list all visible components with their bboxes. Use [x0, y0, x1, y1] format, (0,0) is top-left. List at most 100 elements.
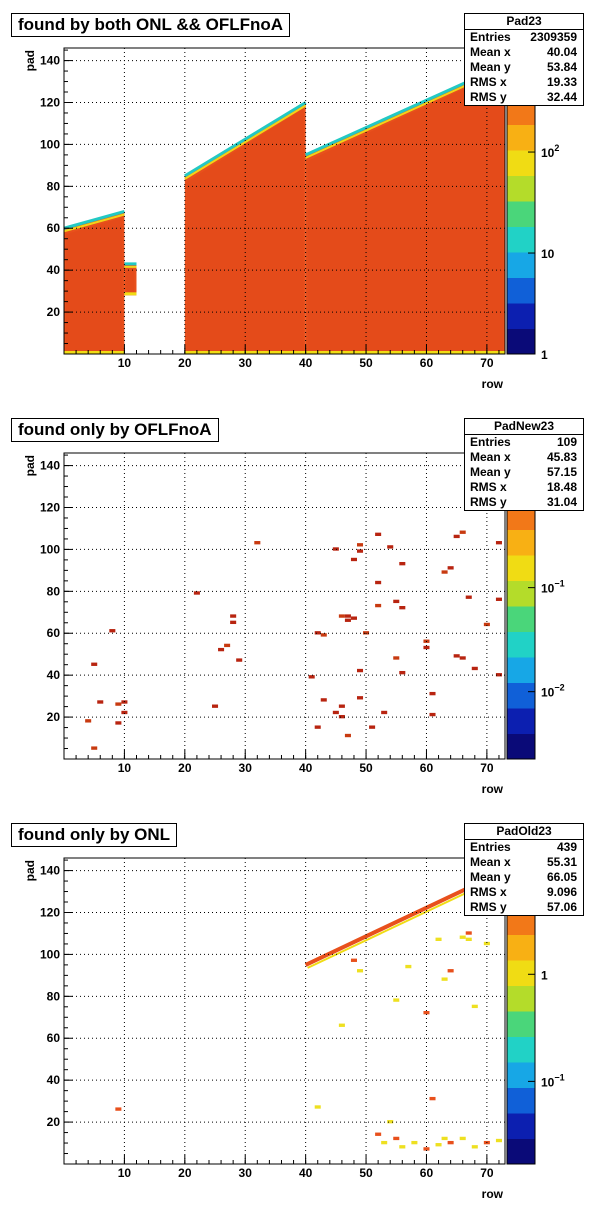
palette-band: [507, 1138, 535, 1165]
stats-value: 57.06: [546, 900, 577, 914]
palette-label-base: 1: [541, 348, 548, 362]
palette-label-base: 10: [541, 146, 555, 160]
x-axis-title: row: [482, 377, 504, 391]
stats-key: RMS y: [470, 90, 507, 104]
palette-band: [507, 606, 535, 632]
data-bin: [429, 712, 436, 717]
palette-band: [507, 277, 535, 304]
x-tick-label: 50: [359, 761, 373, 775]
stats-row: RMS x 9.096: [465, 885, 583, 900]
data-bin: [308, 675, 315, 679]
x-tick-label: 10: [118, 356, 132, 370]
stats-value: 57.15: [546, 465, 577, 479]
data-bin: [495, 1138, 502, 1143]
palette-band: [507, 960, 535, 986]
y-axis-title: pad: [23, 455, 37, 476]
stats-value: 19.33: [546, 75, 577, 89]
palette-band: [507, 1011, 535, 1037]
x-tick-label: 50: [359, 1166, 373, 1180]
stats-value: 53.84: [546, 60, 577, 74]
palette-band: [507, 226, 535, 253]
data-bin: [344, 733, 351, 738]
data-bin: [115, 721, 122, 725]
x-tick-label: 70: [480, 356, 494, 370]
data-bin: [381, 1140, 388, 1145]
stats-row: Entries 439: [465, 840, 583, 855]
plot-frame: [63, 47, 506, 355]
x-tick-label: 30: [239, 356, 253, 370]
data-bin: [459, 1136, 466, 1141]
data-bin: [435, 1143, 442, 1147]
data-bin: [495, 673, 502, 677]
stats-key: RMS x: [470, 480, 507, 494]
y-tick-label: 60: [47, 221, 61, 235]
palette-band: [507, 580, 535, 607]
x-tick-label: 60: [420, 1166, 434, 1180]
palette-label: 10−1: [541, 1072, 565, 1089]
data-bin: [495, 541, 502, 545]
data-bin: [393, 998, 400, 1002]
data-bin: [356, 668, 364, 673]
data-bin: [375, 532, 382, 536]
region-edge: [63, 210, 125, 230]
data-bin: [254, 541, 261, 545]
y-tick-label: 40: [47, 668, 61, 682]
data-bin: [218, 647, 225, 652]
data-bin: [465, 931, 472, 935]
x-tick-label: 30: [239, 761, 253, 775]
data-bin: [393, 1136, 400, 1141]
region-bottom-strip: [124, 292, 137, 296]
stats-histogram-name: Pad23: [465, 14, 583, 30]
palette-band: [507, 631, 535, 658]
data-bin: [85, 719, 92, 723]
x-tick-label: 70: [480, 1166, 494, 1180]
data-bin: [459, 656, 466, 660]
palette-label: 1: [541, 348, 548, 362]
y-tick-label: 60: [47, 626, 61, 640]
stats-key: Entries: [470, 840, 511, 854]
y-tick-label: 40: [47, 263, 61, 277]
x-tick-label: 40: [299, 761, 313, 775]
palette-label: 102: [541, 143, 559, 160]
y-tick-label: 120: [40, 500, 60, 514]
data-bin: [423, 1147, 430, 1151]
stats-value: 40.04: [546, 45, 577, 59]
data-bin: [350, 616, 357, 620]
x-tick-label: 30: [239, 1166, 253, 1180]
palette-band: [507, 175, 535, 202]
stats-key: Mean y: [470, 870, 511, 884]
x-tick-label: 50: [359, 356, 373, 370]
data-bin: [399, 670, 406, 675]
data-bin: [453, 654, 460, 658]
plot-frame: [63, 452, 506, 760]
chart-title: found by both ONL && OFLFnoA: [11, 13, 291, 37]
palette-label: 1: [541, 968, 548, 982]
y-tick-label: 80: [47, 584, 61, 598]
data-bin: [441, 570, 448, 574]
palette-band: [507, 252, 535, 278]
data-bin: [369, 725, 376, 729]
palette-label-exponent: 2: [554, 143, 559, 153]
data-bin: [411, 1140, 418, 1145]
data-bin: [193, 591, 200, 595]
palette-label-base: 10: [541, 247, 555, 261]
y-tick-label: 100: [40, 542, 60, 556]
x-tick-label: 60: [420, 761, 434, 775]
palette-label: 10: [541, 247, 555, 261]
data-bin: [356, 696, 364, 700]
stats-box: PadOld23 Entries 439 Mean x 55.31 Mean y 66.05…: [464, 823, 584, 916]
stats-value: 55.31: [546, 855, 577, 869]
data-bin: [350, 958, 357, 962]
data-bin: [399, 1145, 406, 1149]
y-tick-label: 60: [47, 1031, 61, 1045]
palette-band: [507, 529, 535, 556]
data-bin: [441, 1136, 448, 1141]
stats-row: RMS x 18.48: [465, 480, 583, 495]
stats-row: Mean x 45.83: [465, 450, 583, 465]
stats-row: Mean y 53.84: [465, 60, 583, 75]
y-tick-label: 100: [40, 947, 60, 961]
data-bin: [121, 710, 128, 715]
region-edge: [184, 101, 307, 178]
palette-label-base: 10: [541, 686, 555, 700]
data-bin: [338, 704, 345, 708]
